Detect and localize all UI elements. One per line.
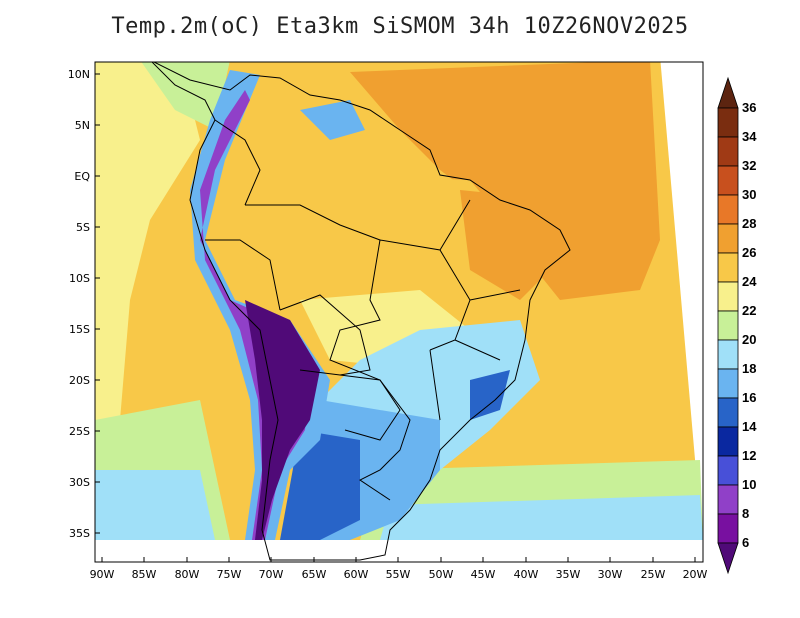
pacific-north-cool <box>141 62 230 130</box>
lon-label: 30W <box>598 568 623 581</box>
lat-label: EQ <box>74 170 90 183</box>
lon-label: 40W <box>514 568 539 581</box>
south-atlantic-colder <box>380 495 703 540</box>
lon-label: 75W <box>217 568 242 581</box>
colorbar-label: 18 <box>742 361 756 376</box>
colorbar-label: 14 <box>742 419 757 434</box>
colorbar-swatch <box>717 397 739 428</box>
colorbar-label: 26 <box>742 245 756 260</box>
lat-label: 5N <box>75 119 90 132</box>
lat-label: 35S <box>69 527 90 540</box>
south-america-coastline <box>151 62 571 561</box>
colorbar-label: 16 <box>742 390 756 405</box>
colorbar-label: 12 <box>742 448 756 463</box>
colorbar-label: 6 <box>742 535 749 550</box>
lon-label: 60W <box>344 568 369 581</box>
lat-label: 20S <box>69 374 90 387</box>
temperature-field <box>95 62 703 562</box>
lon-label: 65W <box>302 568 327 581</box>
lon-label: 55W <box>386 568 411 581</box>
colorbar-swatch <box>717 339 739 370</box>
coastlines-and-borders <box>151 62 571 561</box>
colorbar-swatch <box>717 455 739 486</box>
lat-label: 5S <box>76 221 90 234</box>
state-lines <box>379 199 521 421</box>
serra-mar-cold <box>470 370 510 420</box>
lon-label: 50W <box>429 568 454 581</box>
pacific-cool-band <box>95 62 200 540</box>
colorbar-swatch <box>717 426 739 457</box>
colorbar-label: 28 <box>742 216 756 231</box>
lon-label: 45W <box>471 568 496 581</box>
map-title: Temp.2m(oC) Eta3km SiSMOM 34h 10Z26NOV20… <box>111 14 689 39</box>
colorbar-swatch <box>717 513 739 544</box>
lat-label: 25S <box>69 425 90 438</box>
lon-label: 80W <box>175 568 200 581</box>
colombia-border <box>214 119 261 206</box>
colorbar-label: 32 <box>742 158 756 173</box>
lon-label: 20W <box>683 568 708 581</box>
bolivia-border <box>279 294 371 376</box>
colorbar: 36 34 32 30 28 26 24 22 20 18 16 14 12 10 8 6 <box>717 76 757 575</box>
lon-label: 90W <box>90 568 115 581</box>
altiplano-coldest <box>245 300 320 540</box>
colorbar-label: 10 <box>742 477 756 492</box>
south-pacific-colder <box>95 470 215 540</box>
colorbar-label: 24 <box>742 274 757 289</box>
colorbar-swatch <box>717 281 739 312</box>
map-frame <box>94 61 704 563</box>
brazil-border <box>245 204 411 501</box>
lon-label: 85W <box>132 568 157 581</box>
peru-border <box>205 239 281 311</box>
colorbar-swatch <box>717 194 739 225</box>
colorbar-swatch <box>717 368 739 399</box>
colorbar-label: 22 <box>742 303 756 318</box>
colorbar-swatch <box>717 484 739 515</box>
colorbar-swatch <box>717 252 739 283</box>
colorbar-label: 20 <box>742 332 756 347</box>
colorbar-swatch <box>717 107 739 138</box>
lon-label: 70W <box>259 568 284 581</box>
colorbar-label: 8 <box>742 506 749 521</box>
lat-label: 15S <box>69 323 90 336</box>
longitude-axis: 90W 85W 80W 75W 70W 65W 60W 55W 50W 45W … <box>90 557 708 581</box>
northeast-hot <box>460 190 570 300</box>
colorbar-swatch <box>717 223 739 254</box>
colorbar-bottom-arrow <box>717 542 739 575</box>
atlantic-warm-area <box>350 62 660 300</box>
colorbar-label: 36 <box>742 100 756 115</box>
colorbar-label: 34 <box>742 129 757 144</box>
colorbar-swatch <box>717 136 739 167</box>
lat-label: 30S <box>69 476 90 489</box>
colorbar-top-arrow <box>717 76 739 109</box>
guiana-highlands-cold <box>300 100 365 140</box>
colorbar-swatch <box>717 165 739 196</box>
lon-label: 25W <box>641 568 666 581</box>
latitude-axis: 10N 5N EQ 5S 10S 15S 20S 25S 30S 35S <box>68 68 100 540</box>
colorbar-label: 30 <box>742 187 756 202</box>
paraguay-border <box>339 374 401 441</box>
colorbar-swatch <box>717 310 739 341</box>
lat-label: 10N <box>68 68 90 81</box>
lon-label: 35W <box>556 568 581 581</box>
lat-label: 10S <box>69 272 90 285</box>
